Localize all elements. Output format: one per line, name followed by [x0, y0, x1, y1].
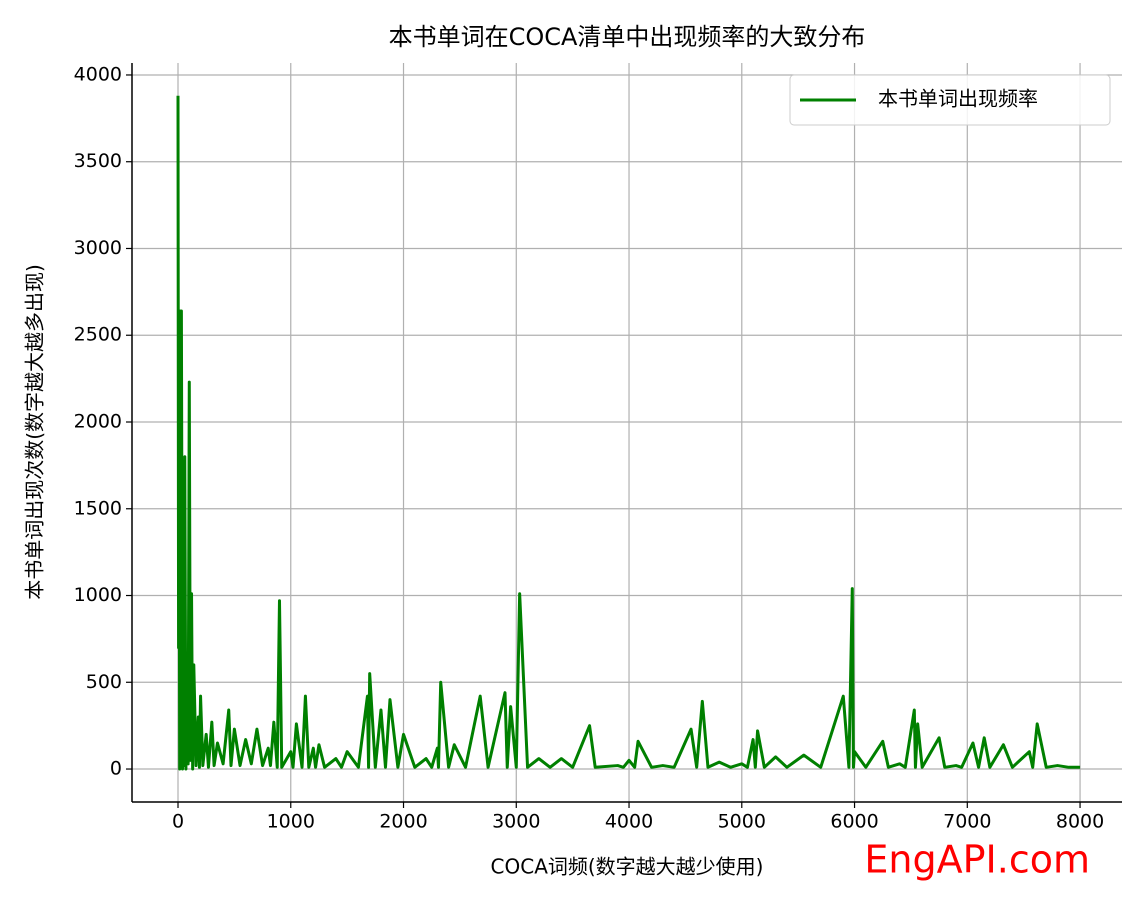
- x-tick-label: 0: [172, 811, 184, 833]
- chart-title: 本书单词在COCA清单中出现频率的大致分布: [389, 23, 866, 51]
- x-tick-label: 5000: [718, 811, 766, 833]
- watermark: EngAPI.com: [864, 838, 1090, 882]
- x-tick-label: 6000: [830, 811, 878, 833]
- x-axis-label: COCA词频(数字越大越少使用): [491, 855, 764, 879]
- y-tick-label: 3500: [74, 150, 122, 172]
- y-tick-label: 1000: [74, 584, 122, 606]
- legend-label: 本书单词出现频率: [878, 87, 1038, 111]
- x-tick-label: 1000: [267, 811, 315, 833]
- y-tick-label: 500: [86, 671, 122, 693]
- y-tick-label: 3000: [74, 237, 122, 259]
- x-tick-label: 7000: [943, 811, 991, 833]
- y-tick-label: 4000: [74, 63, 122, 85]
- x-tick-label: 8000: [1056, 811, 1104, 833]
- y-tick-label: 2500: [74, 324, 122, 346]
- data-line: [176, 95, 1081, 771]
- y-axis-label: 本书单词出现次数(数字越大越多出现): [23, 264, 47, 600]
- y-tick-label: 0: [110, 758, 122, 780]
- legend-box: [789, 74, 1111, 126]
- y-tick-label: 2000: [74, 411, 122, 433]
- y-tick-label: 1500: [74, 497, 122, 519]
- x-tick-label: 3000: [492, 811, 540, 833]
- x-tick-label: 2000: [379, 811, 427, 833]
- x-tick-label: 4000: [605, 811, 653, 833]
